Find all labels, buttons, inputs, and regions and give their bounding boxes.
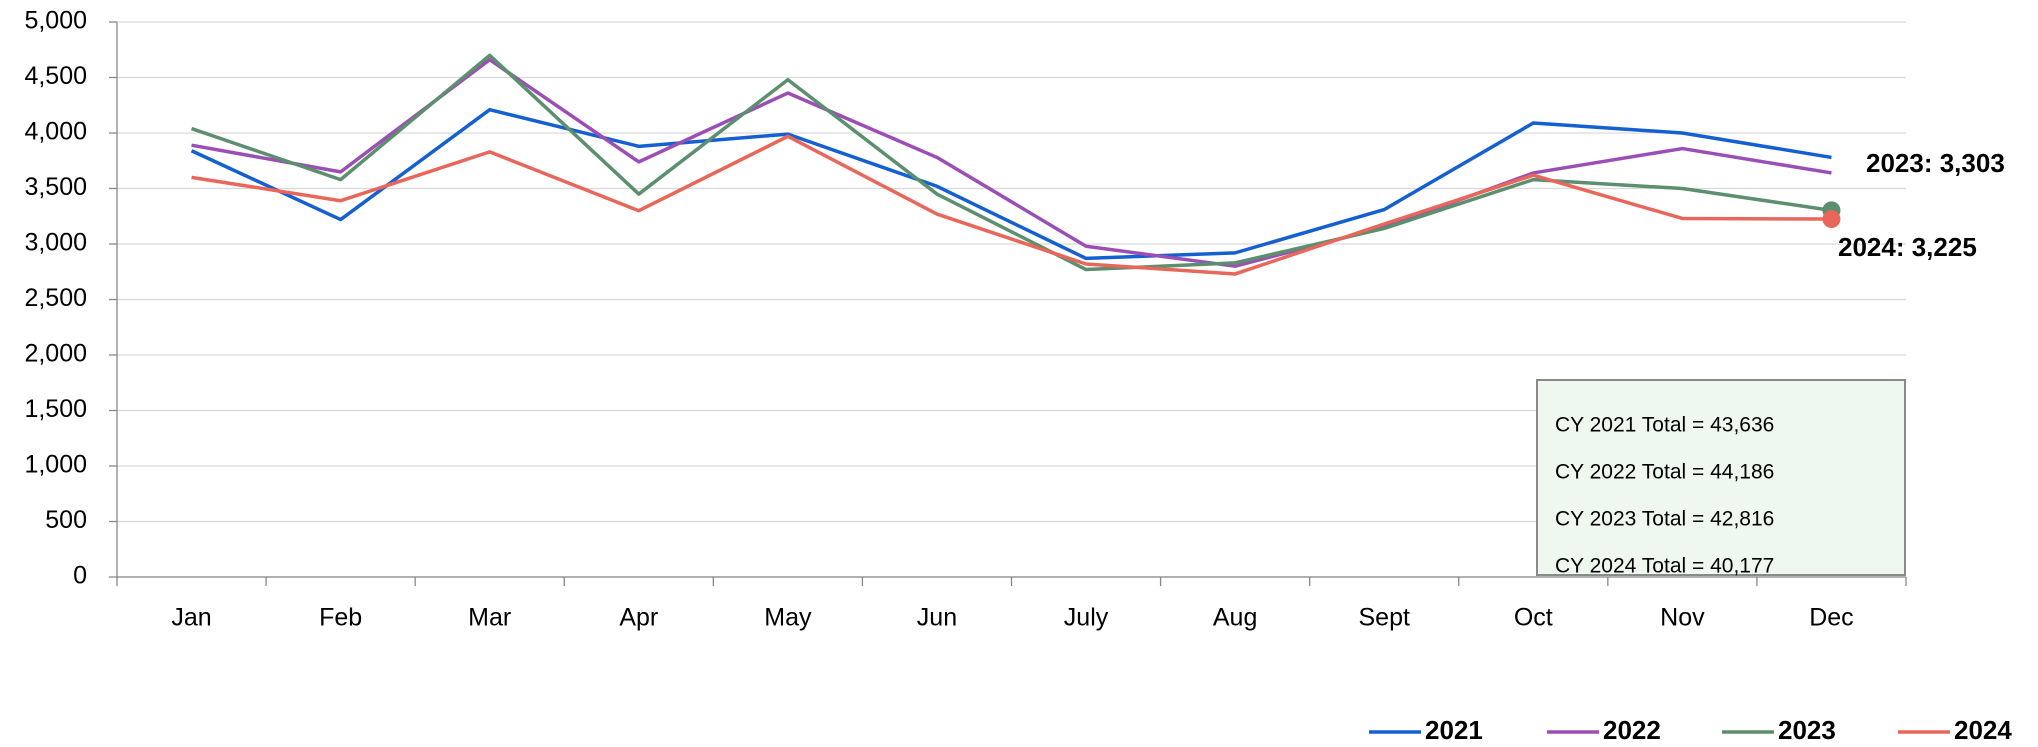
series-line <box>190 107 1832 261</box>
x-tick-label: Oct <box>1514 604 1553 632</box>
end-label: 2024: 3,225 <box>1838 232 1977 262</box>
y-tick-label: 5,000 <box>24 7 87 35</box>
x-tick-label: Mar <box>468 604 511 632</box>
total-text: CY 2024 Total = 40,177 <box>1555 555 1774 578</box>
total-text: CY 2021 Total = 43,636 <box>1555 414 1774 437</box>
series-line <box>191 134 1832 276</box>
x-tick-label: Feb <box>319 604 362 632</box>
y-tick-label: 1,000 <box>24 451 87 479</box>
x-tick-label: Jun <box>917 604 957 632</box>
y-tick-label: 3,500 <box>24 173 87 201</box>
y-tick-label: 0 <box>73 562 87 590</box>
legend-label: 2024 <box>1954 715 2012 745</box>
x-tick-label: Aug <box>1213 604 1257 632</box>
y-tick-label: 4,500 <box>24 62 87 90</box>
legend-label: 2021 <box>1425 715 1483 745</box>
end-marker <box>1822 210 1841 229</box>
total-text: CY 2022 Total = 44,186 <box>1555 461 1774 484</box>
y-tick-label: 500 <box>45 506 87 534</box>
total-text: CY 2023 Total = 42,816 <box>1555 508 1774 531</box>
x-tick-label: Nov <box>1660 604 1705 632</box>
y-tick-label: 1,500 <box>24 395 87 423</box>
x-tick-label: Sept <box>1358 604 1409 632</box>
series-line <box>191 57 1832 268</box>
y-tick-label: 4,000 <box>24 118 87 146</box>
x-tick-label: Dec <box>1809 604 1853 632</box>
end-label: 2023: 3,303 <box>1866 148 2005 178</box>
y-tick-label: 3,000 <box>24 229 87 257</box>
x-tick-label: May <box>764 604 812 632</box>
totals-box <box>1536 379 1906 576</box>
x-tick-label: Apr <box>619 604 658 632</box>
legend-label: 2023 <box>1778 715 1836 745</box>
x-tick-label: Jan <box>171 604 211 632</box>
x-tick-label: July <box>1064 604 1109 632</box>
y-tick-label: 2,500 <box>24 284 87 312</box>
legend-label: 2022 <box>1603 715 1661 745</box>
y-tick-label: 2,000 <box>24 340 87 368</box>
